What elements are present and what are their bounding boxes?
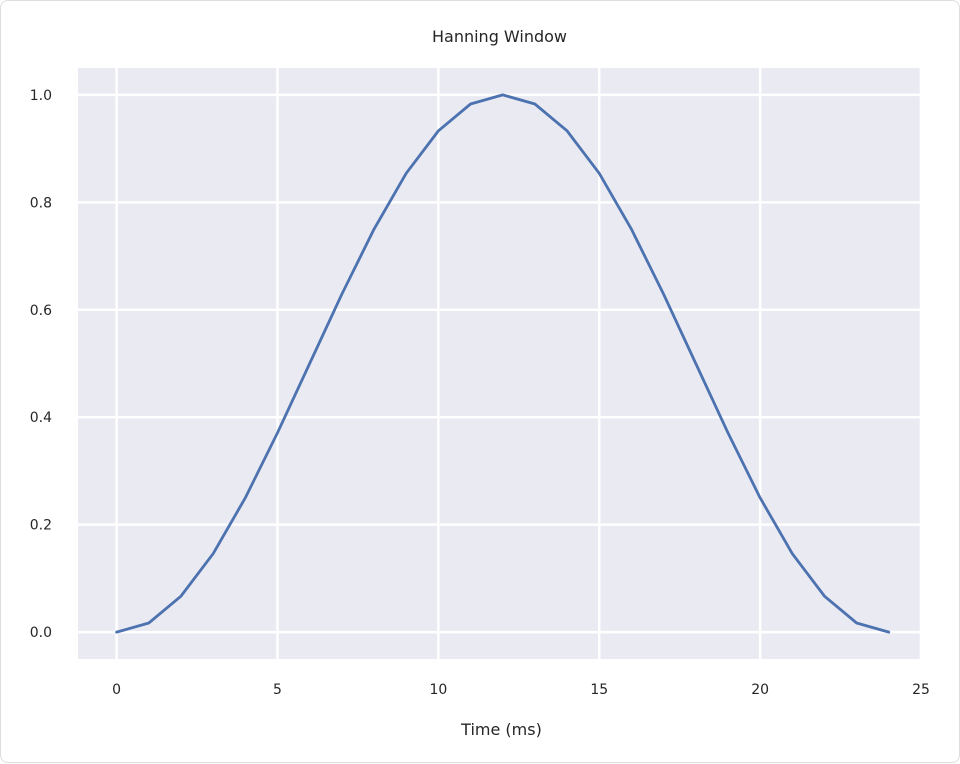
x-tick-label: 20 <box>751 682 769 698</box>
x-tick-label: 10 <box>429 682 447 698</box>
y-tick-label: 0.2 <box>30 518 52 534</box>
y-tick-label: 0.4 <box>30 410 52 426</box>
grid-lines <box>78 68 923 659</box>
x-tick-label: 5 <box>273 682 282 698</box>
chart-title: Hanning Window <box>432 27 567 46</box>
x-tick-label: 25 <box>912 682 930 698</box>
x-tick-label: 0 <box>112 682 121 698</box>
series-line <box>115 93 891 634</box>
y-tick-label: 0.0 <box>30 625 52 641</box>
y-tick-label: 0.6 <box>30 303 52 319</box>
x-axis-label: Time (ms) <box>460 720 542 739</box>
y-tick-label: 1.0 <box>30 88 52 104</box>
series-layer <box>115 93 891 634</box>
y-tick-label: 0.8 <box>30 195 52 211</box>
x-tick-label: 15 <box>590 682 608 698</box>
plot-area <box>78 68 921 659</box>
tick-labels: 0 5 10 15 20 25 0.0 0.2 0.4 0.6 0.8 1.0 <box>30 88 930 698</box>
